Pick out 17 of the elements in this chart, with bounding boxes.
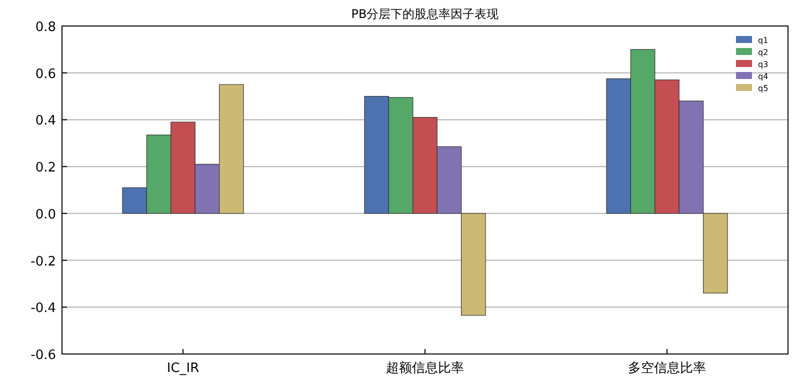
y-tick-label: 0.6 <box>35 66 56 82</box>
x-tick-label: IC_IR <box>166 361 200 376</box>
y-tick-label: 0.8 <box>35 20 56 35</box>
y-tick-label: 0.0 <box>35 207 56 222</box>
y-tick-label: 0.2 <box>35 160 56 176</box>
y-tick-label: -0.4 <box>30 301 56 316</box>
y-tick-label: -0.6 <box>30 348 56 363</box>
legend-label: q3 <box>758 60 768 69</box>
title: PB分层下的股息率因子表现 <box>351 7 499 21</box>
legend-label: q4 <box>758 72 768 81</box>
x-tick-label: 多空信息比率 <box>628 360 706 376</box>
y-tick-label: -0.2 <box>30 254 56 270</box>
x-tick-label: 超额信息比率 <box>386 360 464 376</box>
legend-label: q1 <box>758 36 768 45</box>
legend-label: q2 <box>758 48 768 57</box>
legend-label: q5 <box>758 84 768 93</box>
y-tick-label: 0.4 <box>35 114 56 129</box>
